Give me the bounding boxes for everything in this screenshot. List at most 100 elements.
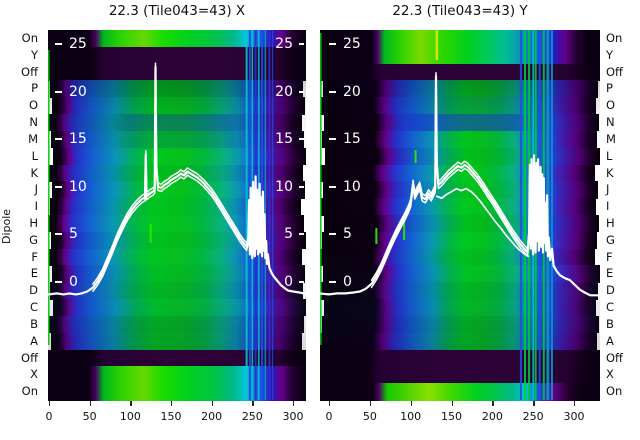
- tick-dash: [329, 281, 336, 283]
- tick-dash: [299, 138, 304, 141]
- tick-dash: [299, 281, 304, 283]
- tick-value: 5: [343, 226, 352, 243]
- tick-value: 15: [69, 131, 87, 148]
- heatmap-row-On: [320, 30, 600, 48]
- x-tick-mark: [252, 401, 254, 406]
- dipole-label-left: Off: [21, 350, 38, 365]
- dipole-label-left: G: [29, 232, 38, 247]
- dipole-label-right: N: [606, 115, 615, 130]
- x-tick-mark: [369, 401, 372, 406]
- heatmap-row-Off: [48, 349, 306, 367]
- heatmap-row-C: [53, 299, 306, 317]
- dipole-label-right: O: [606, 98, 616, 113]
- value-tick-mirror: 5: [258, 225, 304, 243]
- x-tick-label: 50: [82, 410, 97, 423]
- dipole-label-left: M: [28, 131, 38, 146]
- x-tick-label: 100: [119, 410, 141, 423]
- x-tick-mark: [130, 401, 132, 406]
- dipole-label-right: L: [606, 148, 613, 163]
- x-tick-label: 300: [563, 410, 585, 423]
- heatmap-row-B: [49, 315, 304, 334]
- x-tick-mark: [292, 401, 295, 406]
- tick-dash: [55, 138, 62, 141]
- tick-dash: [329, 43, 336, 45]
- tick-value: 10: [69, 178, 87, 195]
- x-tick-label: 300: [282, 410, 304, 423]
- x-tick-label: 0: [45, 410, 53, 423]
- x-tick-mark: [492, 401, 494, 406]
- dipole-label-right: P: [606, 81, 613, 96]
- tick-dash: [299, 43, 304, 45]
- dipole-label-left: K: [30, 165, 38, 180]
- dipole-label-right: K: [606, 165, 614, 180]
- tick-dash: [55, 185, 62, 188]
- x-tick-mark: [170, 401, 173, 406]
- tick-value: 10: [343, 178, 361, 195]
- heatmap-row-A: [51, 332, 302, 351]
- value-tick-mirror: 0: [258, 273, 304, 291]
- tick-dash: [329, 185, 336, 188]
- x-tick-label: 250: [241, 410, 263, 423]
- tick-dash: [55, 43, 62, 45]
- tick-dash: [55, 233, 62, 236]
- tick-value: 25: [343, 36, 361, 52]
- x-tick-label: 150: [441, 410, 462, 423]
- value-tick-right-panel: 20: [329, 83, 361, 101]
- tick-value: 25: [69, 36, 87, 52]
- heatmap-row-Y: [320, 46, 600, 65]
- x-tick-mark: [49, 401, 51, 406]
- tick-dash: [299, 233, 304, 236]
- dipole-label-right: B: [606, 316, 614, 331]
- dipole-label-left: N: [29, 115, 38, 130]
- x-tick-label: 200: [201, 410, 223, 423]
- row-shade: [51, 332, 302, 351]
- tick-value: 20: [343, 83, 361, 100]
- value-tick-left: 15: [55, 130, 87, 148]
- x-tick-mark: [211, 401, 214, 406]
- tick-value: 15: [343, 131, 361, 148]
- tick-value: 0: [284, 274, 293, 290]
- x-tick-mark: [89, 401, 92, 406]
- x-tick-mark: [574, 401, 576, 406]
- dipole-label-right: On: [606, 31, 623, 45]
- dipole-label-left: P: [31, 81, 38, 96]
- tick-value: 15: [275, 131, 293, 148]
- tick-dash: [329, 233, 336, 236]
- row-shade: [49, 315, 304, 334]
- dipole-label-right: M: [606, 131, 616, 146]
- tick-dash: [55, 90, 62, 93]
- heatmap-row-On: [48, 383, 306, 401]
- x-tick-mark: [329, 401, 331, 406]
- dipole-label-left: On: [21, 384, 38, 399]
- value-tick-mirror: 25: [258, 35, 304, 53]
- dipole-label-left: O: [28, 98, 38, 113]
- heatmap-row-Off: [320, 63, 600, 82]
- value-tick-mirror: 15: [258, 130, 304, 148]
- dipole-label-left: B: [30, 316, 38, 331]
- x-tick-mark: [410, 401, 413, 406]
- heatmap-row-X: [320, 366, 600, 384]
- heatmap-row-X: [48, 366, 306, 384]
- dipole-label-right: X: [606, 367, 614, 382]
- value-tick-left: 5: [55, 225, 78, 243]
- dipole-label-right: F: [606, 249, 613, 264]
- value-tick-left: 10: [55, 178, 87, 196]
- dipole-label-left: I: [34, 199, 38, 214]
- dipole-label-right: A: [606, 333, 614, 348]
- dipole-label-right: D: [606, 283, 615, 298]
- dipole-label-left: L: [31, 148, 38, 163]
- panel-title-x: 22.3 (Tile043=43) X: [108, 3, 246, 19]
- heatmap-row-A: [320, 332, 597, 351]
- dipole-label-right: J: [606, 182, 610, 197]
- value-tick-left: 25: [55, 35, 87, 53]
- block-vertical-shade: [320, 80, 600, 350]
- x-tick-label: 200: [481, 410, 503, 423]
- dipole-label-right: Off: [606, 350, 623, 365]
- block-vertical-shade: [48, 80, 306, 350]
- tick-value: 5: [284, 226, 293, 243]
- tick-value: 5: [69, 226, 78, 243]
- dipole-label-right: E: [606, 266, 614, 281]
- x-tick-label: 0: [325, 410, 333, 423]
- value-tick-right-panel: 25: [329, 35, 361, 53]
